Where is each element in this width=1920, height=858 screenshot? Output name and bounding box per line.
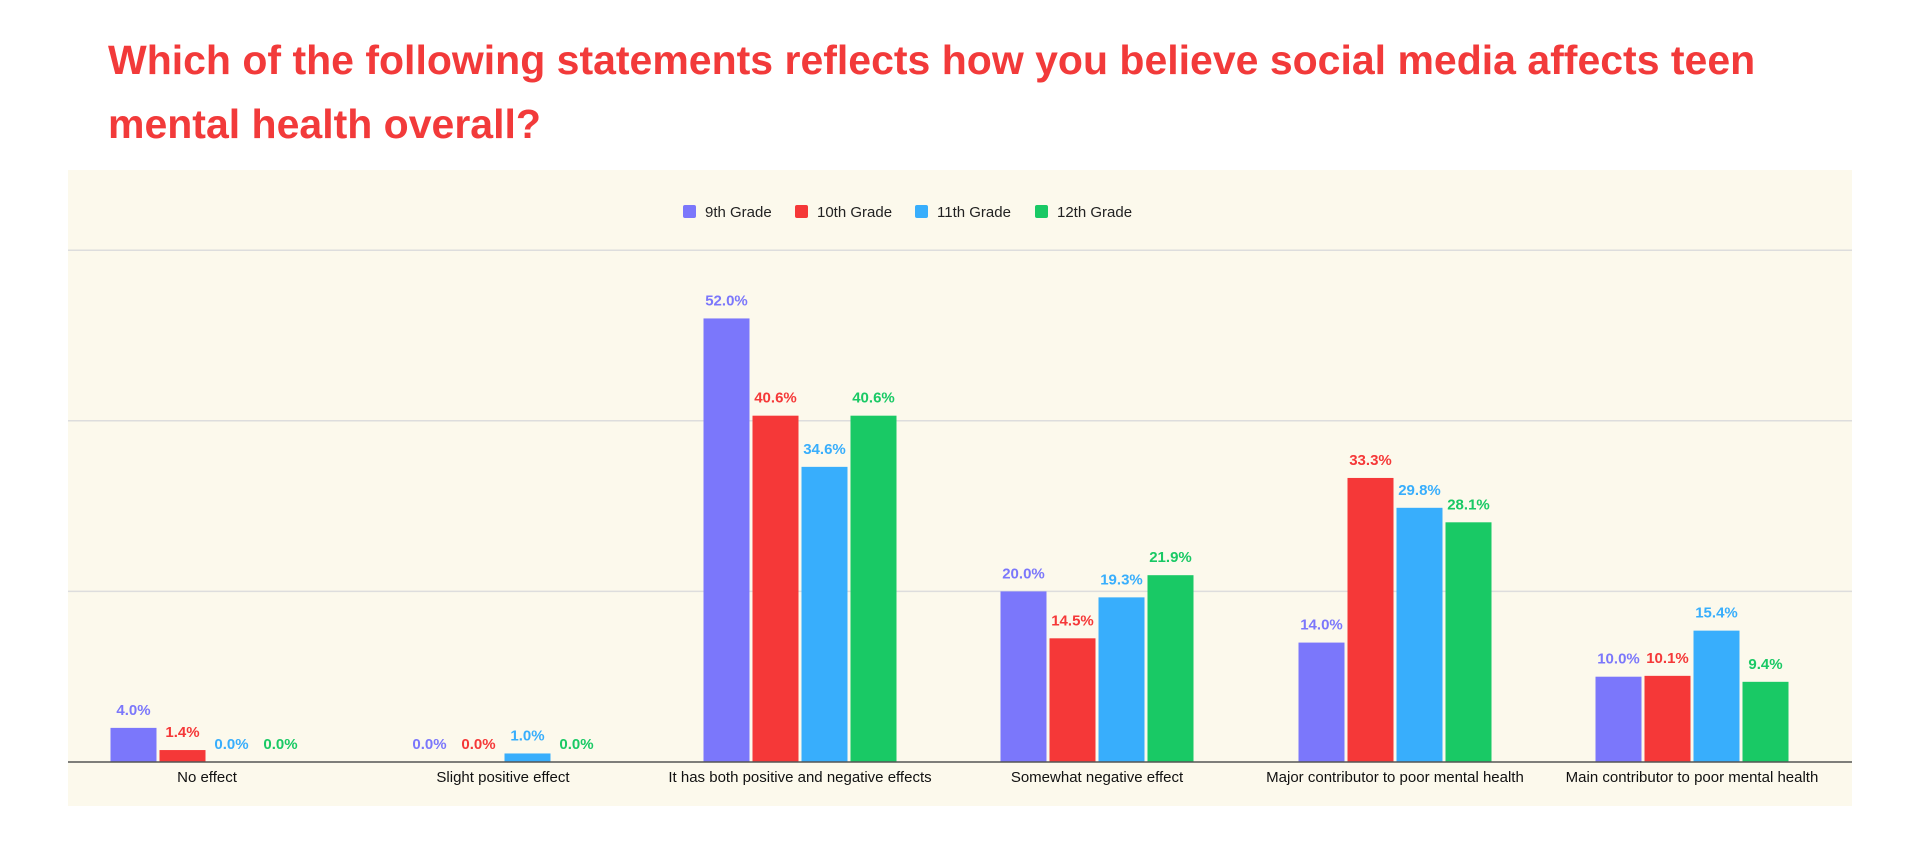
bar [1644,675,1691,762]
category-label: Major contributor to poor mental health [1266,769,1524,786]
data-label: 15.4% [1695,605,1738,622]
bar [1396,507,1443,762]
data-label: 0.0% [559,736,593,753]
legend-swatch [915,205,928,218]
legend-swatch [1035,205,1048,218]
bar [1049,638,1096,762]
legend-label: 12th Grade [1057,204,1132,221]
bar [1000,591,1047,762]
data-label: 14.0% [1300,617,1343,634]
data-label: 0.0% [461,736,495,753]
data-label: 34.6% [803,441,846,458]
data-label: 52.0% [705,292,748,309]
data-label: 1.0% [510,727,544,744]
chart-title: Which of the following statements reflec… [108,37,1756,147]
data-label: 0.0% [214,736,248,753]
data-label: 4.0% [116,702,150,719]
data-label: 1.4% [165,724,199,741]
category-label: No effect [177,769,238,786]
category-label: It has both positive and negative effect… [668,769,931,786]
data-label: 40.6% [754,390,797,407]
data-label: 0.0% [263,736,297,753]
category-label: Slight positive effect [436,769,570,786]
bar [159,750,206,762]
data-label: 29.8% [1398,482,1441,499]
legend-swatch [795,205,808,218]
data-label: 0.0% [412,736,446,753]
chart-area [68,170,1852,806]
data-label: 28.1% [1447,496,1490,513]
data-label: 19.3% [1100,571,1143,588]
data-label: 21.9% [1149,549,1192,566]
category-label: Main contributor to poor mental health [1566,769,1819,786]
data-label: 20.0% [1002,565,1045,582]
data-label: 40.6% [852,390,895,407]
bar [1742,681,1789,762]
legend-label: 11th Grade [937,204,1011,221]
legend-label: 10th Grade [817,204,892,221]
bar [1098,597,1145,762]
bar [1595,676,1642,762]
data-label: 10.0% [1597,651,1640,668]
bar [1298,642,1345,762]
legend-swatch [683,205,696,218]
category-label: Somewhat negative effect [1011,769,1184,786]
bar [703,318,750,762]
bar [850,415,897,762]
data-label: 14.5% [1051,612,1094,629]
bar [110,727,157,762]
bar [1693,630,1740,762]
bar [504,753,551,762]
bar [752,415,799,762]
data-label: 33.3% [1349,452,1392,469]
bar [1147,575,1194,762]
bar [1445,522,1492,762]
data-label: 10.1% [1646,650,1689,667]
bar [1347,477,1394,762]
bar [801,466,848,762]
legend-label: 9th Grade [705,204,772,221]
data-label: 9.4% [1748,656,1782,673]
